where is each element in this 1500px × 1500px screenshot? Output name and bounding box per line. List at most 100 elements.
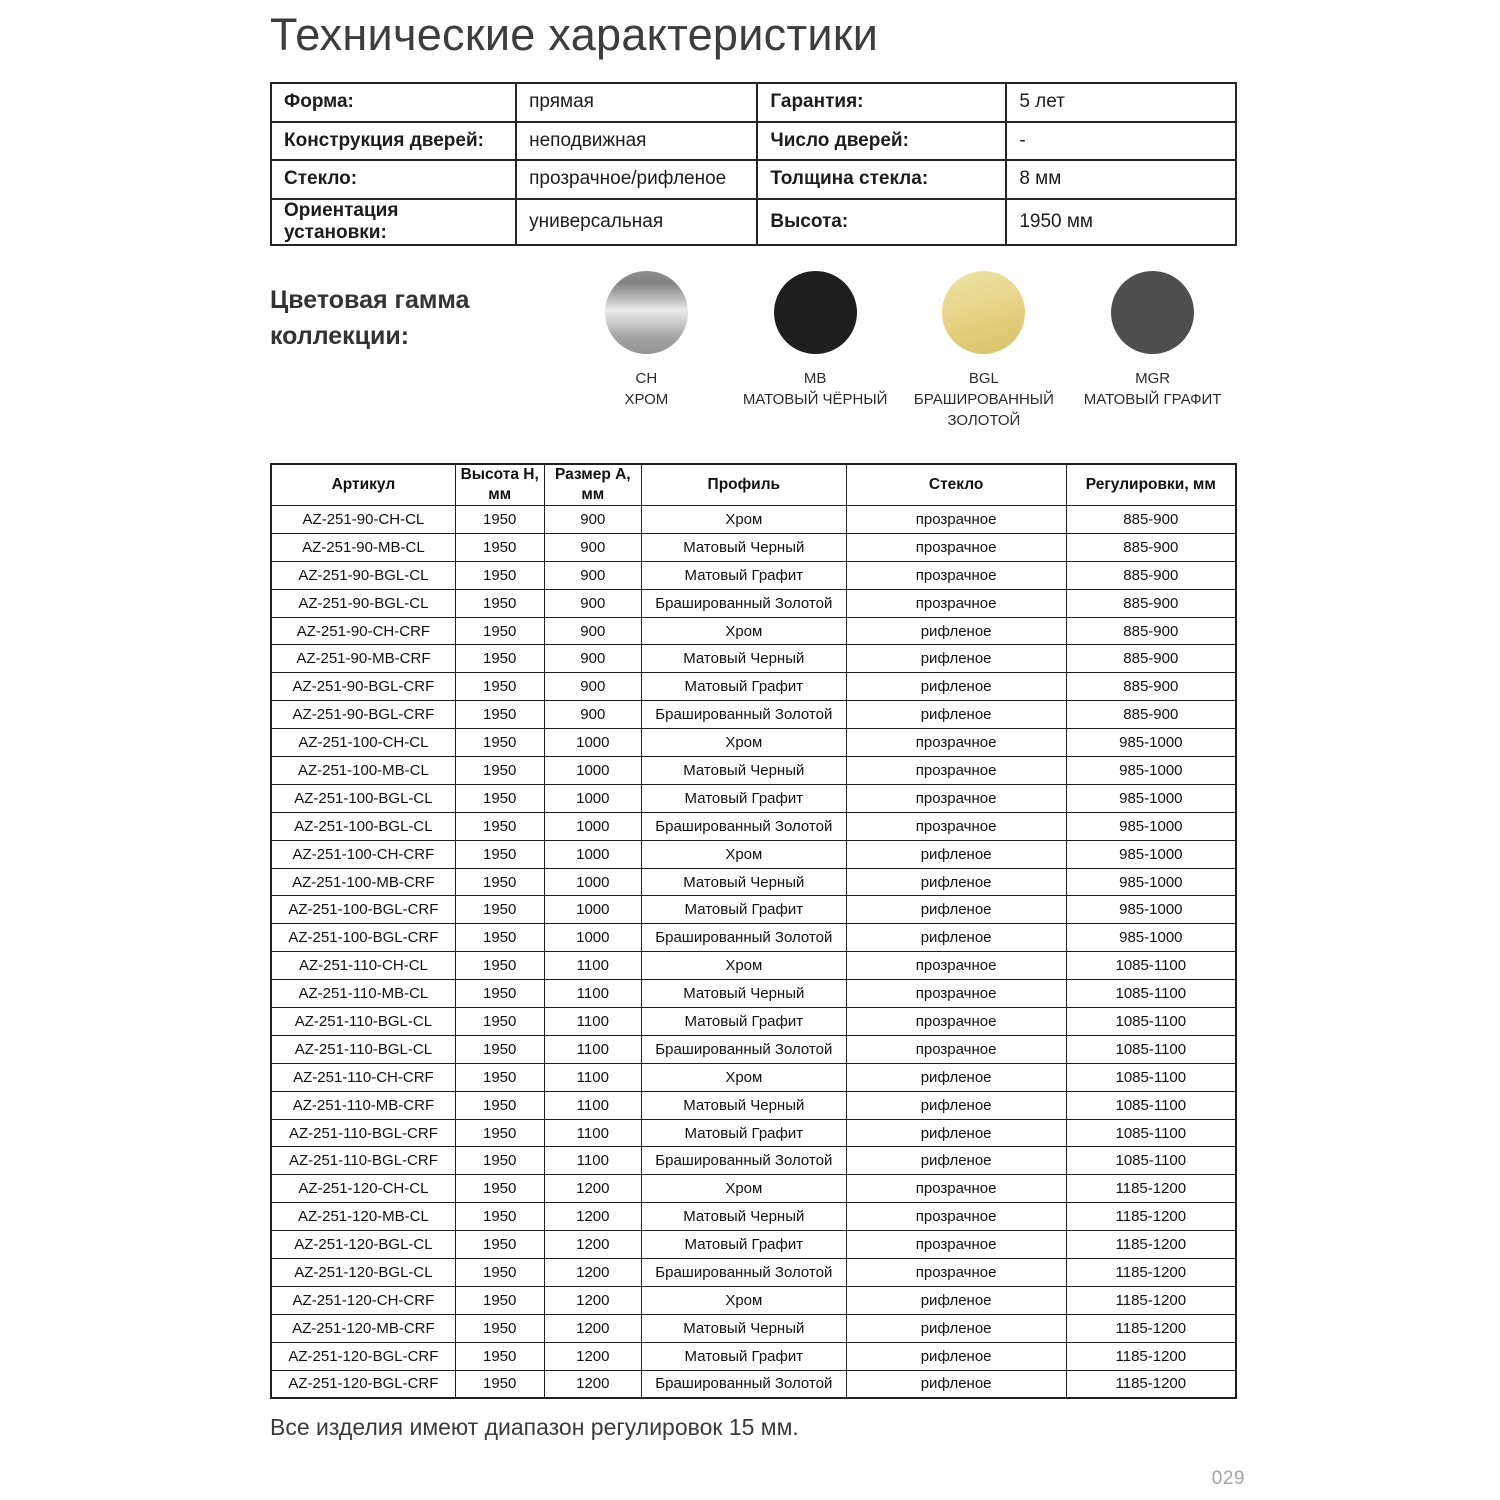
table-row: AZ-251-110-MB-CL 1950 1100 Матовый Черны… (270, 979, 1237, 1009)
table-row: AZ-251-110-CH-CL 1950 1100 Хром прозрачн… (270, 951, 1237, 981)
cell-article: AZ-251-120-BGL-CRF (270, 1369, 456, 1399)
cell-adjust: 1185-1200 (1065, 1202, 1237, 1232)
cell-height: 1950 (454, 644, 545, 674)
cell-adjust: 1185-1200 (1065, 1258, 1237, 1287)
cell-size: 900 (543, 588, 643, 618)
header-adjust: Регулировки, мм (1065, 463, 1237, 506)
products-header-row: Артикул Высота H, мм Размер A, мм Профил… (270, 463, 1237, 506)
cell-glass: рифленое (845, 644, 1067, 674)
table-row: AZ-251-100-BGL-CRF 1950 1000 Брашированн… (270, 923, 1237, 953)
spec-row: Стекло: прозрачное/рифленое Толщина стек… (269, 159, 1237, 200)
cell-glass: рифленое (845, 1118, 1067, 1148)
table-row: AZ-251-100-BGL-CRF 1950 1000 Матовый Гра… (270, 895, 1237, 925)
cell-adjust: 985-1000 (1065, 811, 1237, 841)
cell-adjust: 1185-1200 (1065, 1369, 1237, 1399)
cell-height: 1950 (454, 895, 545, 925)
cell-adjust: 885-900 (1065, 672, 1237, 702)
table-row: AZ-251-120-CH-CRF 1950 1200 Хром рифлено… (270, 1285, 1237, 1315)
cell-size: 1100 (543, 1146, 643, 1176)
cell-profile: Матовый Черный (641, 1202, 847, 1232)
cell-adjust: 1085-1100 (1065, 951, 1237, 981)
cell-article: AZ-251-110-BGL-CL (270, 1034, 456, 1064)
table-row: AZ-251-90-CH-CRF 1950 900 Хром рифленое … (270, 616, 1237, 646)
cell-profile: Матовый Графит (641, 1007, 847, 1036)
cell-article: AZ-251-90-MB-CL (270, 532, 456, 562)
cell-article: AZ-251-90-BGL-CL (270, 560, 456, 590)
table-row: AZ-251-120-MB-CRF 1950 1200 Матовый Черн… (270, 1313, 1237, 1343)
cell-article: AZ-251-110-BGL-CL (270, 1007, 456, 1036)
cell-adjust: 985-1000 (1065, 895, 1237, 925)
color-swatch-circle (773, 270, 857, 354)
spec-value: прямая (515, 82, 759, 123)
color-swatch: BGL БРАШИРОВАННЫЙ ЗОЛОТОЙ (900, 270, 1069, 431)
table-row: AZ-251-90-BGL-CL 1950 900 Брашированный … (270, 588, 1237, 618)
cell-article: AZ-251-110-MB-CRF (270, 1090, 456, 1120)
cell-glass: прозрачное (845, 728, 1067, 758)
table-row: AZ-251-90-BGL-CRF 1950 900 Матовый Графи… (270, 672, 1237, 702)
cell-glass: прозрачное (845, 588, 1067, 618)
spec-value: - (1005, 120, 1237, 161)
spec-row: Форма: прямая Гарантия: 5 лет (269, 82, 1237, 123)
cell-glass: прозрачное (845, 951, 1067, 981)
cell-adjust: 1085-1100 (1065, 1118, 1237, 1148)
spec-label: Стекло: (269, 159, 518, 200)
header-article: Артикул (270, 463, 456, 506)
cell-height: 1950 (454, 923, 545, 953)
cell-glass: рифленое (845, 1341, 1067, 1371)
cell-profile: Брашированный Золотой (641, 588, 847, 618)
cell-profile: Хром (641, 951, 847, 981)
spec-label: Гарантия: (756, 82, 1008, 123)
cell-adjust: 885-900 (1065, 700, 1237, 730)
header-height: Высота H, мм (454, 463, 545, 506)
table-row: AZ-251-120-MB-CL 1950 1200 Матовый Черны… (270, 1202, 1237, 1232)
cell-glass: рифленое (845, 616, 1067, 646)
cell-size: 900 (543, 532, 643, 562)
cell-adjust: 985-1000 (1065, 867, 1237, 897)
cell-article: AZ-251-90-CH-CRF (270, 616, 456, 646)
cell-size: 1200 (543, 1202, 643, 1232)
cell-size: 1200 (543, 1174, 643, 1204)
color-swatch-circle (1111, 270, 1195, 354)
cell-height: 1950 (454, 951, 545, 981)
cell-adjust: 885-900 (1065, 532, 1237, 562)
cell-height: 1950 (454, 783, 545, 813)
cell-adjust: 1085-1100 (1065, 1146, 1237, 1176)
cell-size: 1100 (543, 1090, 643, 1120)
swatch-name: БРАШИРОВАННЫЙ ЗОЛОТОЙ (913, 390, 1054, 429)
cell-glass: прозрачное (845, 979, 1067, 1009)
cell-article: AZ-251-100-MB-CRF (270, 867, 456, 897)
cell-size: 900 (543, 505, 643, 534)
swatch-name: МАТОВЫЙ ГРАФИТ (1083, 390, 1222, 408)
cell-size: 1200 (543, 1369, 643, 1399)
cell-profile: Брашированный Золотой (641, 1258, 847, 1287)
cell-size: 1100 (543, 951, 643, 981)
table-row: AZ-251-100-MB-CL 1950 1000 Матовый Черны… (270, 756, 1237, 785)
cell-glass: рифленое (845, 923, 1067, 953)
cell-profile: Матовый Графит (641, 1341, 847, 1371)
cell-profile: Матовый Графит (641, 1118, 847, 1148)
table-row: AZ-251-120-BGL-CL 1950 1200 Матовый Граф… (270, 1230, 1237, 1260)
spec-row: Конструкция дверей: неподвижная Число дв… (269, 120, 1237, 161)
cell-height: 1950 (454, 1202, 545, 1232)
cell-profile: Хром (641, 1174, 847, 1204)
cell-height: 1950 (454, 1062, 545, 1092)
cell-profile: Брашированный Золотой (641, 1146, 847, 1176)
cell-glass: рифленое (845, 1285, 1067, 1315)
cell-adjust: 885-900 (1065, 505, 1237, 534)
cell-article: AZ-251-100-CH-CL (270, 728, 456, 758)
cell-height: 1950 (454, 672, 545, 702)
cell-profile: Матовый Черный (641, 1313, 847, 1343)
cell-article: AZ-251-90-BGL-CRF (270, 672, 456, 702)
spec-label: Форма: (269, 82, 518, 123)
cell-adjust: 985-1000 (1065, 728, 1237, 758)
cell-profile: Хром (641, 616, 847, 646)
header-profile: Профиль (641, 463, 847, 506)
cell-adjust: 885-900 (1065, 560, 1237, 590)
color-swatch-circle (942, 270, 1026, 354)
cell-article: AZ-251-100-BGL-CRF (270, 923, 456, 953)
spec-value: неподвижная (515, 120, 759, 161)
cell-size: 900 (543, 644, 643, 674)
cell-size: 1100 (543, 979, 643, 1009)
spec-label: Ориентация установки: (269, 197, 518, 246)
cell-article: AZ-251-110-BGL-CRF (270, 1146, 456, 1176)
